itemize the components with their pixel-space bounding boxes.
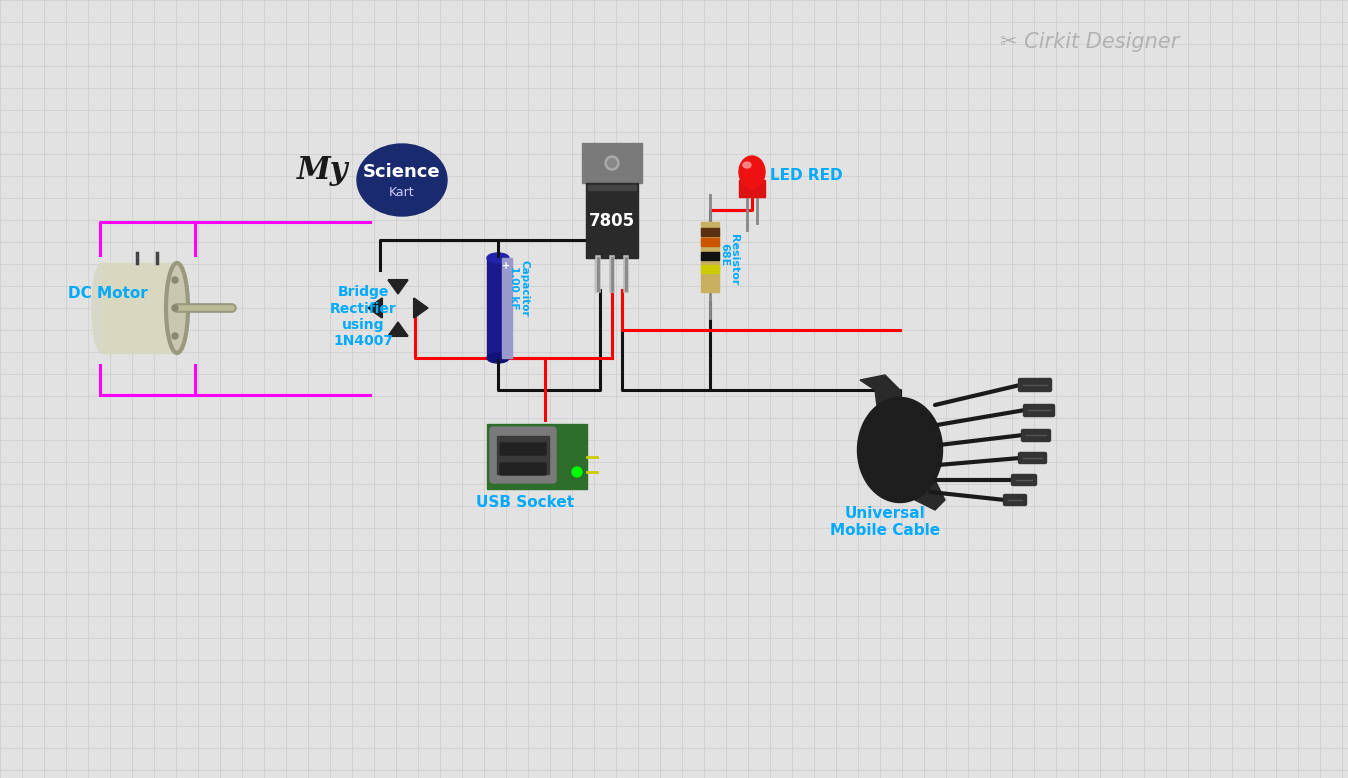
Ellipse shape bbox=[92, 263, 112, 353]
Ellipse shape bbox=[166, 263, 187, 353]
Text: Universal
Mobile Cable: Universal Mobile Cable bbox=[830, 506, 940, 538]
FancyBboxPatch shape bbox=[1022, 429, 1050, 441]
FancyBboxPatch shape bbox=[1019, 379, 1051, 391]
Ellipse shape bbox=[357, 144, 448, 216]
FancyBboxPatch shape bbox=[1003, 495, 1026, 506]
Bar bbox=[102, 263, 177, 353]
Text: Resistor: Resistor bbox=[729, 234, 739, 286]
Text: DC Motor: DC Motor bbox=[67, 286, 148, 301]
Circle shape bbox=[572, 467, 582, 477]
Ellipse shape bbox=[487, 253, 510, 263]
Text: Capacitor: Capacitor bbox=[519, 260, 528, 317]
Text: 68E: 68E bbox=[718, 244, 729, 267]
FancyBboxPatch shape bbox=[1023, 405, 1054, 416]
Ellipse shape bbox=[743, 162, 751, 168]
Ellipse shape bbox=[487, 353, 510, 363]
Polygon shape bbox=[414, 298, 429, 318]
Ellipse shape bbox=[605, 156, 619, 170]
Text: 7805: 7805 bbox=[589, 212, 635, 230]
Text: 1.00 kF: 1.00 kF bbox=[510, 266, 519, 310]
Text: +: + bbox=[501, 261, 510, 271]
Bar bbox=[701, 238, 718, 246]
Bar bbox=[588, 185, 636, 190]
Circle shape bbox=[173, 305, 178, 311]
Polygon shape bbox=[860, 375, 945, 510]
Text: LED RED: LED RED bbox=[770, 168, 842, 183]
Bar bbox=[701, 222, 718, 292]
FancyBboxPatch shape bbox=[500, 463, 546, 475]
Ellipse shape bbox=[857, 398, 942, 503]
Bar bbox=[701, 252, 718, 260]
Circle shape bbox=[173, 277, 178, 283]
Bar bbox=[501, 258, 512, 358]
FancyBboxPatch shape bbox=[1019, 453, 1046, 464]
Bar bbox=[739, 180, 766, 197]
Text: ✂ Cirkit Designer: ✂ Cirkit Designer bbox=[1000, 32, 1180, 52]
FancyBboxPatch shape bbox=[500, 443, 546, 455]
Circle shape bbox=[173, 333, 178, 339]
Text: Bridge
Rectifier
using
1N4007: Bridge Rectifier using 1N4007 bbox=[330, 286, 396, 348]
Polygon shape bbox=[388, 280, 408, 294]
Ellipse shape bbox=[608, 159, 616, 167]
FancyBboxPatch shape bbox=[491, 427, 555, 483]
Text: USB Socket: USB Socket bbox=[476, 495, 574, 510]
Bar bbox=[582, 143, 642, 183]
FancyBboxPatch shape bbox=[1011, 475, 1037, 485]
Bar bbox=[701, 228, 718, 236]
Bar bbox=[497, 436, 549, 474]
Bar bbox=[487, 258, 510, 358]
Bar bbox=[586, 183, 638, 258]
Bar bbox=[487, 424, 586, 489]
Text: Science: Science bbox=[363, 163, 441, 181]
Polygon shape bbox=[368, 298, 381, 318]
Ellipse shape bbox=[739, 156, 766, 188]
Polygon shape bbox=[388, 322, 408, 336]
Bar bbox=[701, 265, 718, 273]
Text: Kart: Kart bbox=[390, 185, 415, 198]
Text: My: My bbox=[297, 155, 348, 185]
